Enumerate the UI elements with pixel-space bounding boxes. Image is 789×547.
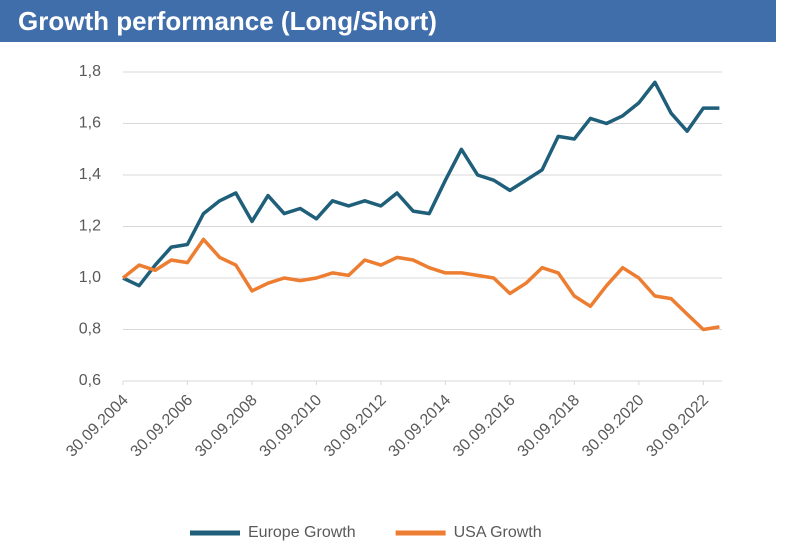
title-bar: Growth performance (Long/Short)	[0, 0, 776, 42]
line-series	[122, 80, 720, 288]
line-series	[121, 237, 720, 332]
y-tick-label: 1,8	[79, 63, 101, 80]
x-tick-label: 30.09.2020	[579, 392, 648, 461]
x-tick-label: 30.09.2012	[321, 392, 390, 461]
y-tick-label: 1,2	[79, 218, 101, 235]
y-tick-label: 1,6	[79, 115, 101, 132]
x-tick-label: 30.09.2006	[128, 392, 197, 461]
legend-label: USA Growth	[454, 524, 542, 541]
legend-label: Europe Growth	[248, 524, 356, 541]
x-tick-label: 30.09.2004	[63, 392, 132, 461]
x-tick-label: 30.09.2010	[257, 392, 326, 461]
x-tick-label: 30.09.2016	[450, 392, 519, 461]
x-tick-label: 30.09.2008	[192, 392, 261, 461]
y-tick-label: 0,6	[79, 372, 101, 389]
x-tick-label: 30.09.2022	[643, 392, 712, 461]
x-tick-label: 30.09.2018	[515, 392, 584, 461]
y-tick-label: 0,8	[79, 321, 101, 338]
y-tick-label: 1,0	[79, 269, 101, 286]
y-tick-label: 1,4	[79, 166, 101, 183]
x-tick-label: 30.09.2014	[386, 392, 455, 461]
chart-title: Growth performance (Long/Short)	[18, 6, 437, 36]
